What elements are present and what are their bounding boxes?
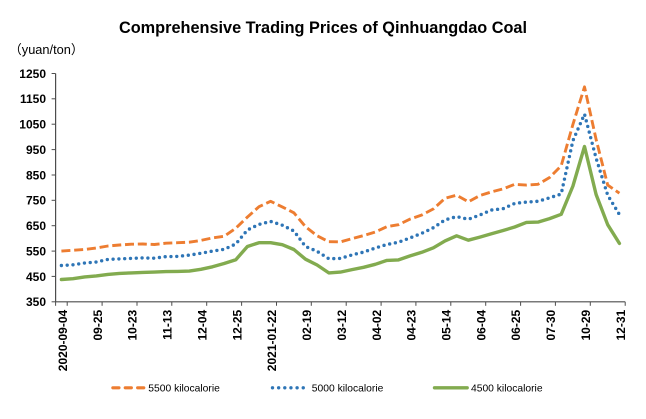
- svg-text:5000 kilocalorie: 5000 kilocalorie: [312, 384, 384, 395]
- svg-text:06-25: 06-25: [509, 309, 523, 340]
- svg-text:10-29: 10-29: [579, 309, 593, 340]
- svg-text:07-30: 07-30: [544, 309, 558, 340]
- svg-text:Comprehensive Trading Prices o: Comprehensive Trading Prices of Qinhuang…: [119, 19, 527, 37]
- svg-text:750: 750: [26, 194, 46, 208]
- svg-text:04-02: 04-02: [370, 309, 384, 340]
- svg-text:650: 650: [26, 219, 46, 233]
- svg-text:06-04: 06-04: [474, 309, 488, 340]
- svg-text:05-14: 05-14: [440, 309, 454, 340]
- svg-text:11-13: 11-13: [161, 309, 175, 339]
- svg-text:450: 450: [26, 270, 46, 284]
- svg-text:09-25: 09-25: [91, 309, 105, 340]
- svg-text:4500 kilocalorie: 4500 kilocalorie: [471, 384, 543, 395]
- svg-text:2020-09-04: 2020-09-04: [56, 309, 70, 371]
- svg-text:03-12: 03-12: [335, 309, 349, 340]
- svg-text:950: 950: [26, 143, 46, 157]
- svg-text:850: 850: [26, 168, 46, 182]
- svg-text:550: 550: [26, 245, 46, 259]
- svg-text:12-31: 12-31: [614, 309, 628, 340]
- svg-text:5500 kilocalorie: 5500 kilocalorie: [148, 384, 220, 395]
- svg-text:1050: 1050: [19, 118, 46, 132]
- svg-text:（yuan/ton）: （yuan/ton）: [9, 42, 84, 57]
- svg-text:1250: 1250: [19, 67, 46, 81]
- svg-text:1150: 1150: [20, 92, 46, 106]
- svg-text:2021-01-22: 2021-01-22: [265, 309, 279, 371]
- svg-text:12-25: 12-25: [230, 309, 244, 340]
- svg-text:04-23: 04-23: [405, 309, 419, 340]
- svg-text:10-23: 10-23: [126, 309, 140, 340]
- svg-text:350: 350: [26, 295, 46, 309]
- svg-text:12-04: 12-04: [195, 309, 209, 340]
- svg-text:02-19: 02-19: [300, 309, 314, 340]
